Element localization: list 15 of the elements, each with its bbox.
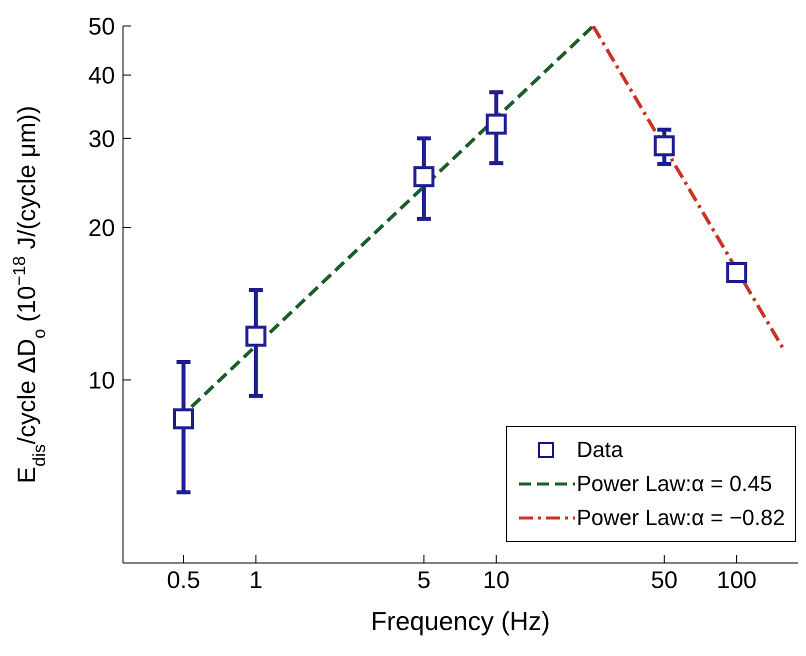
y-tick-label: 40	[88, 62, 115, 90]
legend-label: Power Law:α = −0.82	[576, 505, 785, 531]
legend-label: Data	[576, 437, 624, 463]
x-tick-label: 1	[249, 567, 263, 594]
x-tick-label: 10	[482, 567, 510, 594]
x-tick-label: 5	[417, 567, 431, 594]
y-tick-label: 50	[88, 14, 115, 41]
x-axis-title: Frequency (Hz)	[370, 606, 550, 636]
y-tick-label: 10	[88, 367, 115, 394]
x-tick-label: 100	[716, 567, 757, 594]
x-tick-label: 0.5	[166, 567, 200, 594]
y-tick-label: 20	[88, 215, 115, 242]
x-tick-label: 50	[650, 567, 678, 594]
legend-label: Power Law:α = 0.45	[576, 471, 772, 497]
y-tick-label: 30	[88, 126, 115, 153]
